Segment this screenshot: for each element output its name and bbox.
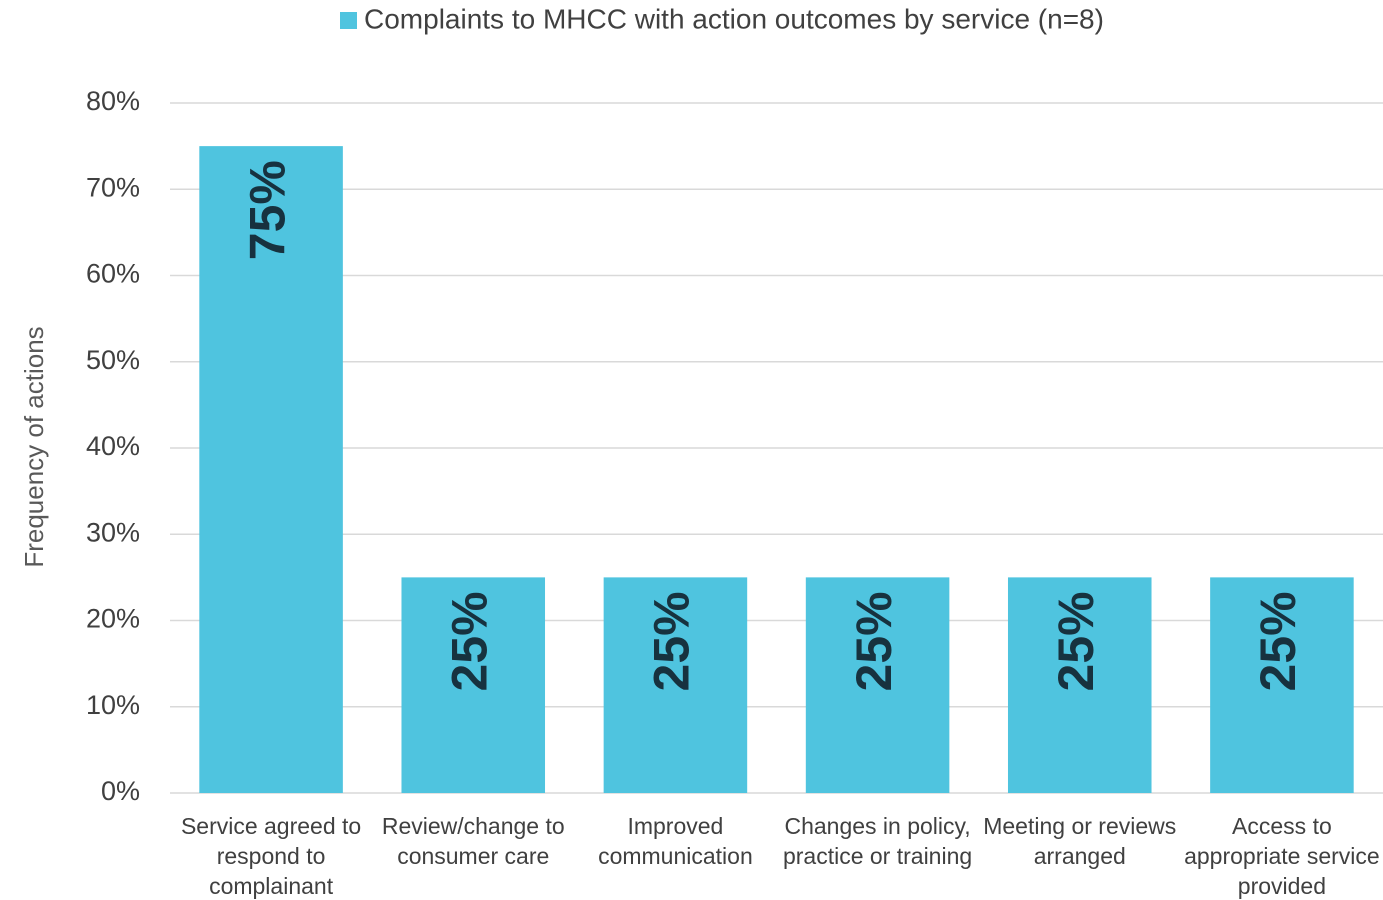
x-tick-label: Meeting or reviews arranged [983,813,1177,869]
y-tick-label: 40% [86,431,140,461]
bar [805,577,950,793]
value-label: 25% [441,591,497,691]
y-tick-label: 0% [101,776,140,806]
bar [1007,577,1152,793]
x-tick-label: Access to appropriate service provided [1184,813,1380,899]
bar [603,577,748,793]
bar [401,577,546,793]
legend-swatch [340,12,357,29]
y-tick-label: 10% [86,690,140,720]
x-tick-label: Service agreed to respond to complainant [180,813,362,899]
x-tick-label: Review/change to consumer care [381,813,565,869]
bar [1210,577,1354,793]
value-label: 75% [239,160,295,260]
y-tick-label: 50% [86,345,140,375]
y-tick-label: 80% [86,86,140,116]
y-axis-label: Frequency of actions [19,326,49,567]
y-tick-label: 70% [86,172,140,202]
x-tick-label: Improved communication [598,813,753,869]
value-label: 25% [846,591,902,691]
value-label: 25% [1250,591,1306,691]
y-tick-label: 20% [86,604,140,634]
x-tick-label: Changes in policy, practice or training [782,813,973,869]
bar [199,146,343,793]
y-tick-label: 60% [86,259,140,289]
y-tick-label: 30% [86,517,140,547]
value-label: 25% [1048,591,1104,691]
legend-label: Complaints to MHCC with action outcomes … [364,3,1104,34]
value-label: 25% [644,591,700,691]
